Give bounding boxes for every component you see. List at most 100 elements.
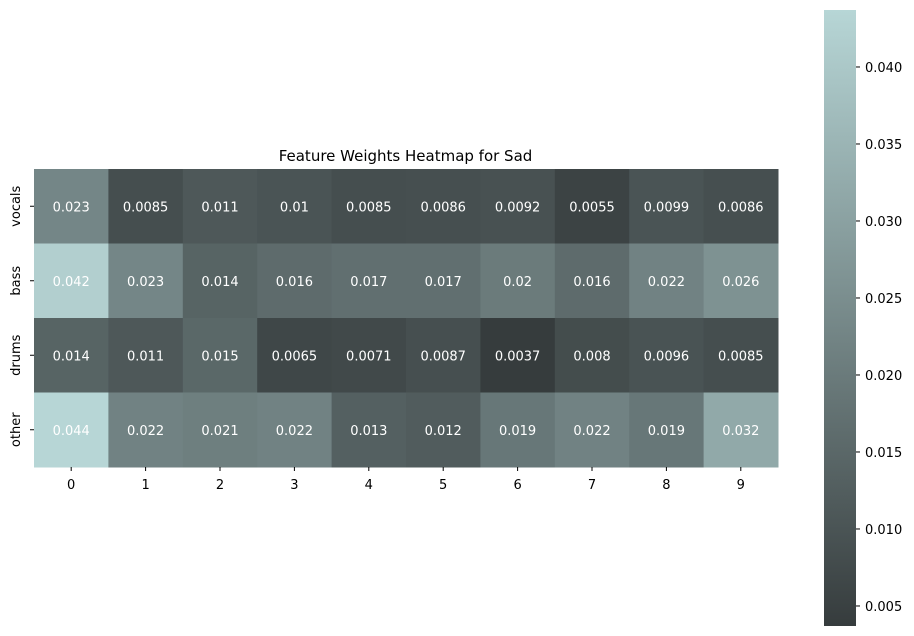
heatmap-cell — [703, 169, 779, 244]
cell-label: 0.011 — [201, 200, 238, 215]
cell-label: 0.008 — [573, 349, 610, 364]
cell-label: 0.026 — [722, 275, 759, 290]
heatmap-cell — [406, 318, 481, 393]
x-tick-label: 3 — [290, 478, 298, 493]
cell-label: 0.0065 — [272, 349, 318, 364]
heatmap-cell — [331, 243, 407, 319]
heatmap-cell — [182, 169, 258, 244]
cell-label: 0.021 — [201, 424, 238, 439]
cell-label: 0.014 — [53, 349, 90, 364]
cell-label: 0.019 — [648, 424, 685, 439]
heatmap-cell — [331, 392, 407, 468]
x-tick-label: 7 — [588, 478, 596, 493]
heatmap-cell — [108, 169, 184, 244]
heatmap-cell — [406, 243, 481, 319]
heatmap-cell — [34, 243, 109, 319]
cell-label: 0.022 — [648, 275, 685, 290]
y-tick-label: drums — [9, 334, 24, 375]
cell-label: 0.015 — [201, 349, 238, 364]
colorbar-tick-label: 0.035 — [865, 138, 902, 153]
heatmap-cell — [257, 243, 333, 319]
cell-label: 0.017 — [350, 275, 387, 290]
cell-label: 0.011 — [127, 349, 164, 364]
heatmap-cell — [554, 169, 630, 244]
colorbar-tick-label: 0.015 — [865, 446, 902, 461]
heatmap-cell — [182, 392, 258, 468]
heatmap-cell — [182, 243, 258, 319]
cell-label: 0.0096 — [644, 349, 690, 364]
cell-label: 0.0071 — [346, 349, 392, 364]
cell-label: 0.042 — [53, 275, 90, 290]
cell-label: 0.016 — [573, 275, 610, 290]
cell-label: 0.0055 — [569, 200, 615, 215]
colorbar: 0.005 0.010 0.015 0.020 0.025 0.030 0.035 0.040 — [824, 10, 902, 626]
x-tick-label: 5 — [439, 478, 447, 493]
cell-label: 0.0085 — [718, 349, 764, 364]
heatmap-cell — [629, 243, 705, 319]
heatmap-cell — [34, 169, 109, 244]
colorbar-ticks: 0.005 0.010 0.015 0.020 0.025 0.030 0.035 0.040 — [856, 61, 902, 615]
x-tick-label: 0 — [67, 478, 75, 493]
y-axis: vocals bass drums other — [9, 185, 34, 447]
heatmap-cell — [406, 392, 481, 468]
cell-label: 0.012 — [425, 424, 462, 439]
heatmap-cell — [480, 169, 556, 244]
heatmap-cell — [629, 169, 705, 244]
colorbar-tick-label: 0.010 — [865, 523, 902, 538]
x-tick-label: 4 — [365, 478, 373, 493]
cell-label: 0.019 — [499, 424, 536, 439]
cell-label: 0.0086 — [420, 200, 466, 215]
heatmap-cell — [554, 243, 630, 319]
heatmap-cell — [331, 318, 407, 393]
chart-title: Feature Weights Heatmap for Sad — [279, 147, 533, 165]
cell-label: 0.0099 — [644, 200, 690, 215]
y-tick-label: bass — [9, 266, 24, 296]
heatmap-cell — [34, 318, 109, 393]
cell-label: 0.022 — [276, 424, 313, 439]
colorbar-tick-label: 0.020 — [865, 369, 902, 384]
cell-label: 0.0085 — [123, 200, 169, 215]
cell-label: 0.014 — [201, 275, 238, 290]
heatmap-cell — [703, 392, 779, 468]
colorbar-tick-label: 0.040 — [865, 61, 902, 76]
colorbar-tick-label: 0.005 — [865, 600, 902, 615]
cell-label: 0.013 — [350, 424, 387, 439]
heatmap-cell — [108, 243, 184, 319]
x-tick-label: 9 — [737, 478, 745, 493]
heatmap-cell — [554, 318, 630, 393]
heatmap-cell — [331, 169, 407, 244]
heatmap-cell — [629, 392, 705, 468]
cell-label: 0.017 — [425, 275, 462, 290]
x-tick-label: 1 — [141, 478, 149, 493]
cell-label: 0.023 — [53, 200, 90, 215]
heatmap-cell — [629, 318, 705, 393]
heatmap-cell — [406, 169, 481, 244]
cell-label: 0.0085 — [346, 200, 392, 215]
x-tick-label: 2 — [216, 478, 224, 493]
cell-label: 0.023 — [127, 275, 164, 290]
heatmap-cell — [108, 318, 184, 393]
cell-label: 0.044 — [53, 424, 90, 439]
cell-label: 0.0092 — [495, 200, 541, 215]
y-tick-label: vocals — [9, 185, 24, 226]
heatmap-cell — [703, 318, 779, 393]
heatmap-cell — [257, 169, 333, 244]
cell-label: 0.032 — [722, 424, 759, 439]
cell-label: 0.022 — [573, 424, 610, 439]
cell-label: 0.0086 — [718, 200, 764, 215]
cell-label: 0.016 — [276, 275, 313, 290]
heatmap-cell — [554, 392, 630, 468]
heatmap-cell — [703, 243, 779, 319]
cell-label: 0.01 — [280, 200, 309, 215]
cell-label: 0.022 — [127, 424, 164, 439]
heatmap-cell — [34, 392, 109, 468]
cell-label: 0.02 — [503, 275, 532, 290]
heatmap-cell — [480, 318, 556, 393]
heatmap-cell — [480, 243, 556, 319]
colorbar-tick-label: 0.025 — [865, 292, 902, 307]
heatmap-cell — [182, 318, 258, 393]
x-tick-label: 6 — [513, 478, 521, 493]
heatmap-cell — [108, 392, 184, 468]
cell-label: 0.0087 — [420, 349, 466, 364]
